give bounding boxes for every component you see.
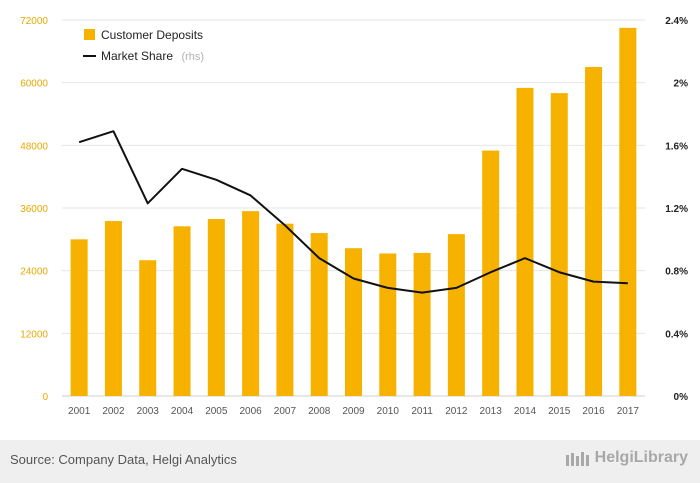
y-right-tick-0.8%: 0.8%: [665, 267, 688, 278]
x-tick-2002: 2002: [102, 406, 125, 417]
bar-2008: [310, 233, 328, 396]
bar-2016: [585, 67, 603, 396]
y-left-tick-0: 0: [42, 392, 48, 403]
x-tick-2008: 2008: [308, 406, 331, 417]
x-tick-2016: 2016: [582, 406, 605, 417]
y-right-tick-0.4%: 0.4%: [665, 329, 688, 340]
x-tick-2012: 2012: [445, 406, 468, 417]
bar-2015: [550, 93, 568, 396]
brand-logo: HelgiLibrary: [565, 449, 688, 467]
bar-2009: [345, 248, 362, 396]
line-series-market-share: [78, 130, 628, 294]
x-tick-2007: 2007: [274, 406, 297, 417]
bar-2007: [276, 223, 294, 396]
legend-label-market-share: Market Share: [101, 49, 173, 63]
bar-2014: [516, 87, 534, 396]
x-tick-2015: 2015: [548, 406, 571, 417]
bar-2001: [70, 239, 88, 396]
y-left-tick-12000: 12000: [20, 329, 48, 340]
legend: Customer Deposits Market Share (rhs): [83, 28, 204, 64]
footer: Source: Company Data, Helgi Analytics He…: [0, 440, 700, 483]
bar-2004: [173, 226, 191, 396]
x-axis-ticks: 2001 2002 2003 2004 2005 2006 2007 2008 2009 2010…: [68, 406, 639, 417]
x-tick-2006: 2006: [239, 406, 262, 417]
x-tick-2005: 2005: [205, 406, 228, 417]
bar-2011: [413, 252, 431, 396]
bar-2006: [242, 211, 260, 396]
bar-2012: [447, 234, 465, 396]
left-y-axis-ticks: 0 12000 24000 36000 48000 60000 72000: [20, 16, 48, 403]
y-right-tick-0%: 0%: [674, 392, 689, 403]
y-left-tick-48000: 48000: [20, 141, 48, 152]
x-tick-2004: 2004: [171, 406, 194, 417]
bar-2002: [104, 221, 122, 396]
right-y-axis-ticks: 0% 0.4% 0.8% 1.2% 1.6% 2% 2.4%: [665, 16, 688, 403]
y-left-tick-36000: 36000: [20, 204, 48, 215]
source-text: Source: Company Data, Helgi Analytics: [10, 452, 237, 467]
y-right-tick-2.4%: 2.4%: [665, 16, 688, 27]
market-share-line: [78, 130, 628, 294]
x-tick-2013: 2013: [480, 406, 503, 417]
chart: 2001 2002 2003 2004 2005 2006 2007 2008 2009 2010…: [20, 16, 688, 417]
legend-label-customer-deposits: Customer Deposits: [101, 28, 203, 42]
bar-2005: [207, 218, 225, 396]
x-tick-2010: 2010: [377, 406, 400, 417]
x-tick-2009: 2009: [342, 406, 365, 417]
x-tick-2001: 2001: [68, 406, 91, 417]
x-tick-2011: 2011: [411, 406, 433, 417]
bar-2003: [139, 260, 157, 396]
y-left-tick-24000: 24000: [20, 267, 48, 278]
x-tick-2003: 2003: [137, 406, 160, 417]
bar-series-customer-deposits: [70, 27, 637, 396]
y-right-tick-1.2%: 1.2%: [665, 204, 688, 215]
y-right-tick-2%: 2%: [674, 79, 689, 90]
library-icon: [565, 452, 589, 466]
x-tick-2014: 2014: [514, 406, 537, 417]
y-left-tick-60000: 60000: [20, 79, 48, 90]
brand-name: HelgiLibrary: [594, 449, 688, 466]
legend-swatch-customer-deposits: [84, 29, 95, 40]
legend-label-rhs: (rhs): [181, 51, 204, 63]
legend-label-market-share-group: Market Share (rhs): [101, 47, 204, 64]
x-tick-2017: 2017: [617, 406, 640, 417]
y-left-tick-72000: 72000: [20, 16, 48, 27]
bar-2010: [379, 253, 397, 396]
bar-2017: [619, 27, 637, 396]
y-right-tick-1.6%: 1.6%: [665, 141, 688, 152]
